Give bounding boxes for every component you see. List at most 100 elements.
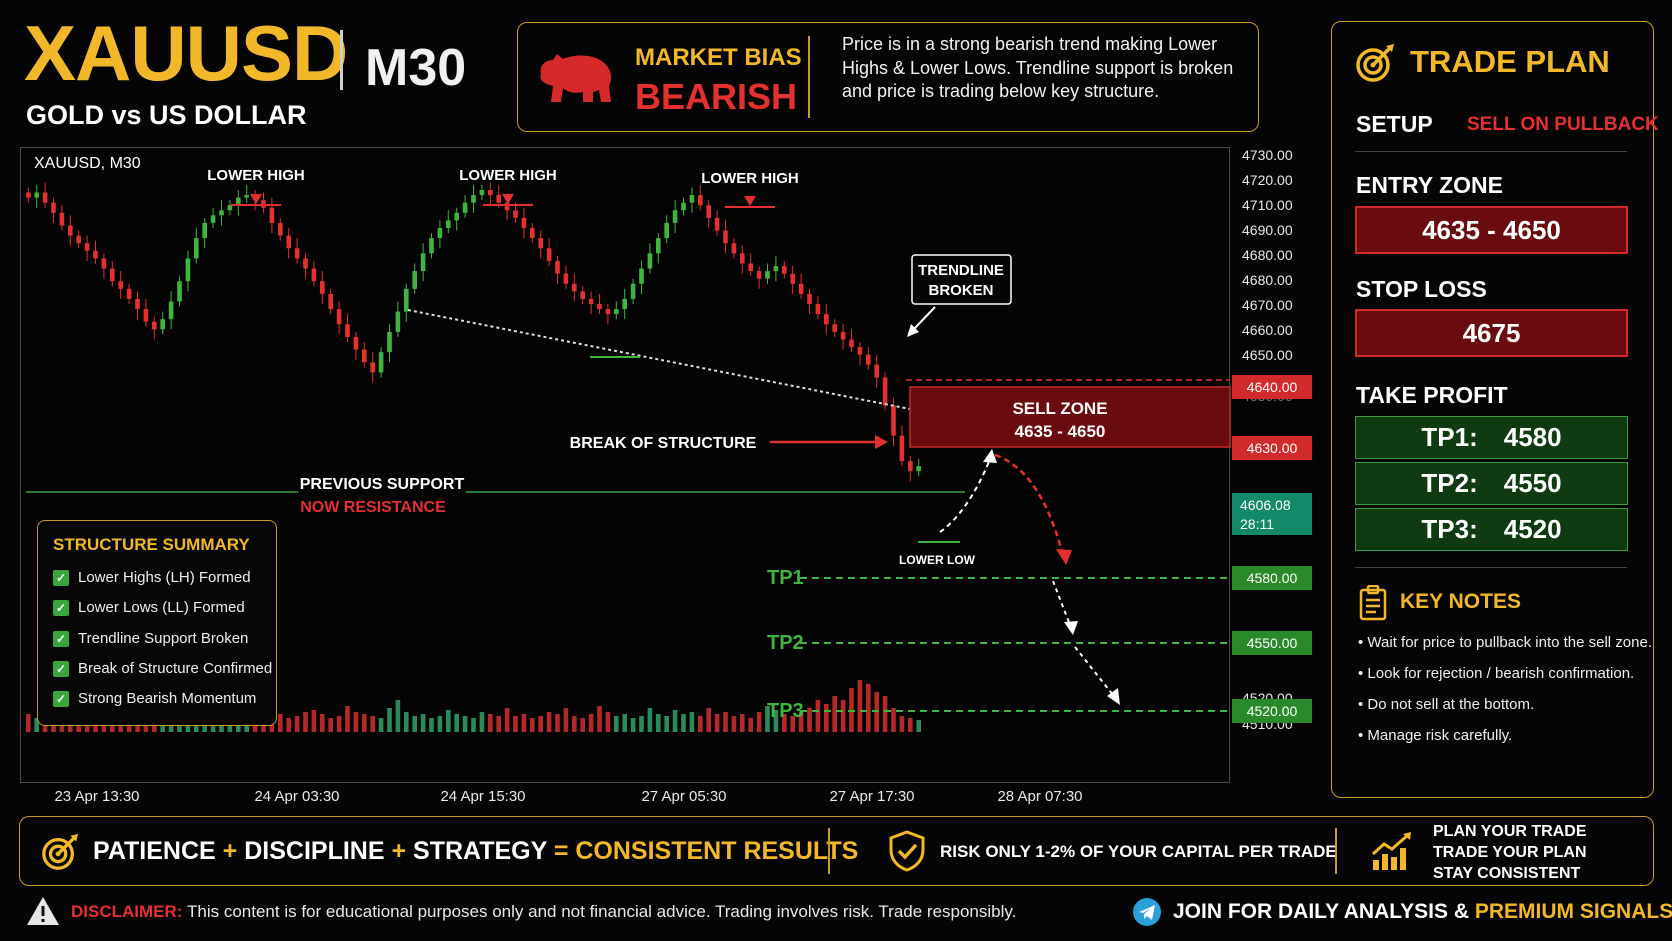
candle-body (815, 304, 821, 315)
candle-body (773, 266, 779, 272)
rejection-arrowhead (1056, 549, 1072, 565)
candle-body (454, 212, 459, 221)
chart-canvas[interactable]: XAUUSD, M30 LOWER HIGH LOWER HIGH LOWER … (20, 147, 1320, 807)
x-tick-label: 27 Apr 17:30 (829, 788, 914, 805)
summary-item: ✓ Lower Highs (LH) Formed (53, 569, 251, 586)
warning-icon (26, 896, 60, 931)
volume-bar (740, 714, 745, 732)
candle-body (110, 268, 115, 282)
candle-body (328, 293, 333, 310)
motto-equals: = (553, 837, 569, 865)
tp3-price-tag (1232, 699, 1312, 723)
candle-body (647, 253, 653, 269)
market-bias-label: MARKET BIAS (635, 44, 802, 71)
candle-body (672, 210, 678, 223)
volume-bar (437, 716, 443, 732)
current-price-tag (1232, 493, 1312, 535)
volume-bar (647, 708, 653, 732)
y-tick-label: 4660.00 (1242, 322, 1293, 338)
motto-result: CONSISTENT RESULTS (575, 837, 859, 865)
bear-icon (535, 44, 617, 113)
candle-body (236, 197, 241, 206)
candle-body (706, 205, 711, 218)
tp2-plan-name: TP2: (1421, 468, 1478, 498)
volume-bar (462, 716, 468, 732)
volume-bar (278, 714, 283, 732)
summary-item-text: Trendline Support Broken (78, 630, 249, 647)
current-price-text: 4606.08 (1240, 497, 1291, 513)
target-icon (40, 832, 80, 877)
volume-bar (328, 718, 333, 732)
tp2-arrow (1052, 580, 1071, 626)
summary-item: ✓ Break of Structure Confirmed (53, 660, 272, 677)
volume-bar (748, 718, 753, 732)
tp2-plan-row: TP2: 4550 (1355, 462, 1628, 505)
candle-body (177, 281, 182, 302)
candle-body (899, 435, 905, 462)
summary-item: ✓ Strong Bearish Momentum (53, 690, 256, 707)
candle-body (832, 324, 837, 332)
bos-label: BREAK OF STRUCTURE (570, 435, 757, 452)
sell-zone-title: SELL ZONE (1012, 399, 1107, 418)
candle-body (588, 298, 594, 304)
check-icon: ✓ (53, 630, 69, 647)
candle-body (882, 377, 888, 406)
volume-bar (689, 712, 695, 732)
volume-bar (504, 708, 510, 732)
trendline-broken-callout (911, 254, 1012, 305)
candle-body (210, 215, 216, 223)
structure-summary-title: STRUCTURE SUMMARY (53, 535, 250, 554)
zone-top-price-tag (1232, 375, 1312, 399)
candle-body (219, 210, 224, 216)
key-notes-title: KEY NOTES (1400, 590, 1521, 613)
volume-bar (336, 716, 342, 732)
zone-bottom-price-tag (1232, 436, 1312, 460)
volume-bar (370, 716, 375, 732)
stop-loss-value: 4675 (1355, 309, 1628, 357)
tp2-price-text: 4550.00 (1247, 635, 1298, 651)
bos-arrowhead (875, 435, 888, 449)
setup-value: SELL ON PULLBACK (1467, 114, 1659, 135)
volume-bar (782, 714, 787, 732)
key-note: Look for rejection / bearish confirmatio… (1358, 665, 1634, 682)
symbol-title: XAUUSD (24, 9, 348, 97)
volume-bar (311, 710, 317, 732)
volume-bar (412, 716, 417, 732)
sell-zone (909, 386, 1231, 448)
candle-body (488, 190, 493, 196)
candle-body (412, 271, 417, 289)
volume-bar (588, 714, 594, 732)
market-bias-value: BEARISH (635, 76, 798, 117)
tp2-price-tag (1232, 631, 1312, 655)
candle-body (404, 288, 409, 312)
volume-bar (899, 716, 905, 732)
candle-body (597, 304, 602, 310)
candle-body (387, 331, 392, 353)
volume-bar (446, 710, 451, 732)
volume-bar (765, 706, 770, 732)
candle-body (311, 268, 317, 282)
candle-body (51, 202, 56, 213)
target-icon (1354, 42, 1396, 89)
candle-body (513, 210, 518, 218)
volume-bar (294, 716, 300, 732)
lower-high-marker-2 (483, 194, 533, 206)
trendline-broken-label-1: TRENDLINE (918, 262, 1004, 279)
y-tick-label: 4670.00 (1242, 297, 1293, 313)
candle-body (59, 212, 65, 226)
join-cta[interactable]: JOIN FOR DAILY ANALYSIS & PREMIUM SIGNAL… (1173, 900, 1672, 924)
candle-body (572, 283, 577, 292)
tp2-arrowhead (1064, 621, 1078, 635)
telegram-icon[interactable] (1132, 897, 1162, 932)
candle-body (286, 235, 291, 249)
volume-bar (639, 716, 644, 732)
volume-bar (513, 716, 518, 732)
key-note: Do not sell at the bottom. (1358, 696, 1534, 713)
volume-bar (815, 700, 821, 732)
entry-zone-label: ENTRY ZONE (1356, 172, 1503, 198)
candle-body (689, 195, 695, 203)
tp3-arrow (1074, 646, 1114, 696)
candle-body (857, 347, 863, 355)
lower-low-label: LOWER LOW (899, 553, 976, 567)
candle-body (152, 321, 157, 330)
